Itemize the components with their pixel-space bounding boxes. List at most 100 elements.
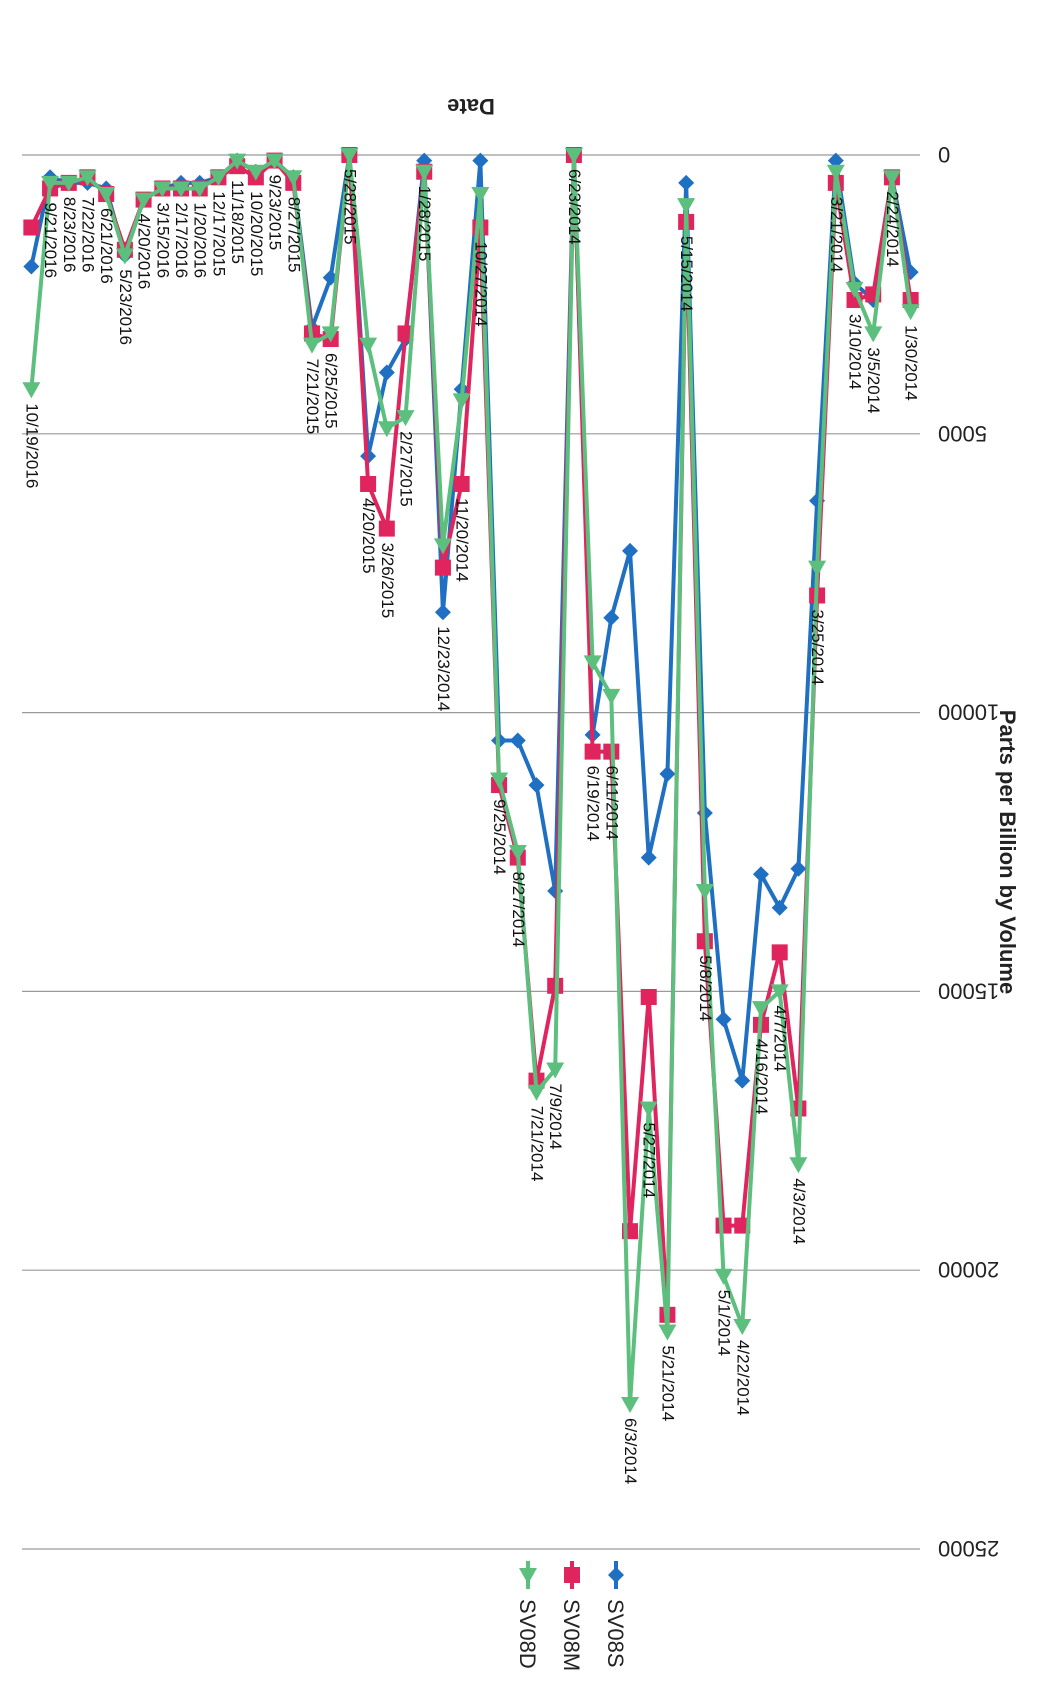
point-triangle (882, 170, 901, 187)
point-triangle (864, 326, 883, 343)
y-tick-label: 10000 (938, 700, 999, 725)
data-label: 1/20/2016 (191, 202, 210, 278)
y-tick-label: 5000 (938, 421, 987, 446)
data-label: 5/8/2014 (696, 955, 715, 1021)
y-axis-title: Parts per Billion by Volume (995, 710, 1020, 994)
point-diamond (603, 609, 620, 626)
point-diamond (827, 152, 844, 169)
point-diamond (734, 1072, 751, 1089)
data-label: 11/18/2015 (228, 180, 247, 264)
legend: SV08S SV08M SV08D (515, 1561, 628, 1671)
point-diamond (622, 542, 639, 559)
y-tick-label: 25000 (938, 1536, 999, 1561)
data-label: 4/7/2014 (771, 1005, 790, 1071)
point-square (378, 520, 395, 537)
point-triangle (377, 421, 396, 438)
point-diamond (902, 264, 919, 281)
point-triangle (546, 1062, 565, 1079)
data-label: 3/25/2014 (808, 610, 827, 686)
data-label: 6/23/2014 (565, 169, 584, 245)
data-label: 12/23/2014 (434, 626, 453, 711)
point-diamond (434, 604, 451, 621)
data-label: 2/27/2015 (397, 431, 416, 507)
point-triangle (490, 772, 509, 789)
legend-label: SV08S (603, 1599, 628, 1668)
data-label: 5/27/2014 (640, 1122, 659, 1198)
point-triangle (845, 281, 864, 298)
data-label: 1/28/2015 (415, 186, 434, 262)
point-triangle (134, 192, 153, 209)
point-triangle (396, 410, 415, 427)
data-label: 9/21/2016 (41, 202, 60, 278)
data-label: 2/24/2014 (883, 191, 902, 267)
point-triangle (115, 248, 134, 265)
data-label: 7/22/2016 (78, 197, 97, 273)
point-triangle (471, 187, 490, 204)
point-square (453, 475, 470, 492)
legend-item-SV08S: SV08S (603, 1561, 628, 1668)
point-diamond (678, 174, 695, 191)
data-label: 3/26/2015 (378, 543, 397, 619)
point-triangle (415, 164, 434, 181)
point-triangle (228, 153, 247, 170)
point-triangle (639, 1101, 658, 1118)
point-diamond (23, 258, 40, 275)
point-triangle (265, 153, 284, 170)
point-diamond (378, 364, 395, 381)
point-diamond (509, 732, 526, 749)
point-diamond (771, 899, 788, 916)
data-label: 7/9/2014 (546, 1083, 565, 1149)
point-diamond (528, 777, 545, 794)
point-triangle (246, 164, 265, 181)
point-triangle (751, 1001, 770, 1018)
data-label: 6/21/2016 (97, 208, 116, 284)
data-label: 6/3/2014 (621, 1418, 640, 1484)
data-label: 5/28/2015 (340, 169, 359, 245)
point-triangle (59, 175, 78, 192)
series-line (29, 153, 913, 1317)
point-diamond (790, 860, 807, 877)
point-triangle (564, 148, 583, 164)
point-triangle (302, 337, 321, 354)
point-triangle (621, 1397, 640, 1414)
point-triangle (340, 148, 359, 164)
point-triangle (284, 170, 303, 187)
point-diamond (659, 765, 676, 782)
point-square (640, 988, 657, 1005)
data-label: 7/21/2014 (527, 1106, 546, 1182)
point-triangle (677, 198, 696, 215)
point-square (434, 559, 451, 576)
data-label: 11/20/2014 (453, 498, 472, 582)
point-triangle (209, 170, 228, 187)
data-label: 7/21/2015 (303, 359, 322, 435)
point-triangle (602, 688, 621, 705)
point-triangle (359, 337, 378, 354)
data-label: 10/19/2016 (22, 403, 41, 488)
axis-layer: 0 5000 10000 15000 20000 25000 Parts per Billi… (447, 94, 1020, 1561)
data-label: 9/23/2015 (266, 175, 285, 251)
point-square (584, 743, 601, 760)
point-square (397, 325, 414, 342)
point-square (771, 944, 788, 961)
point-triangle (508, 845, 527, 861)
point-triangle (321, 326, 340, 343)
point-square (715, 1217, 732, 1234)
point-diamond (809, 492, 826, 509)
data-label: 3/5/2014 (864, 347, 883, 413)
point-triangle (452, 393, 471, 410)
point-square (564, 1567, 580, 1583)
legend-label: SV08D (515, 1599, 540, 1669)
data-label: 10/20/2015 (247, 191, 266, 276)
y-tick-label: 15000 (938, 978, 999, 1003)
data-label: 5/1/2014 (715, 1290, 734, 1356)
data-label: 6/11/2014 (602, 766, 621, 840)
data-label: 3/15/2016 (153, 202, 172, 278)
data-label: 3/21/2014 (827, 197, 846, 273)
data-label: 4/20/2016 (135, 214, 154, 290)
data-label: 6/25/2015 (322, 353, 341, 429)
point-triangle (770, 984, 789, 1001)
legend-item-SV08D: SV08D (515, 1561, 540, 1669)
point-triangle (714, 1268, 733, 1285)
